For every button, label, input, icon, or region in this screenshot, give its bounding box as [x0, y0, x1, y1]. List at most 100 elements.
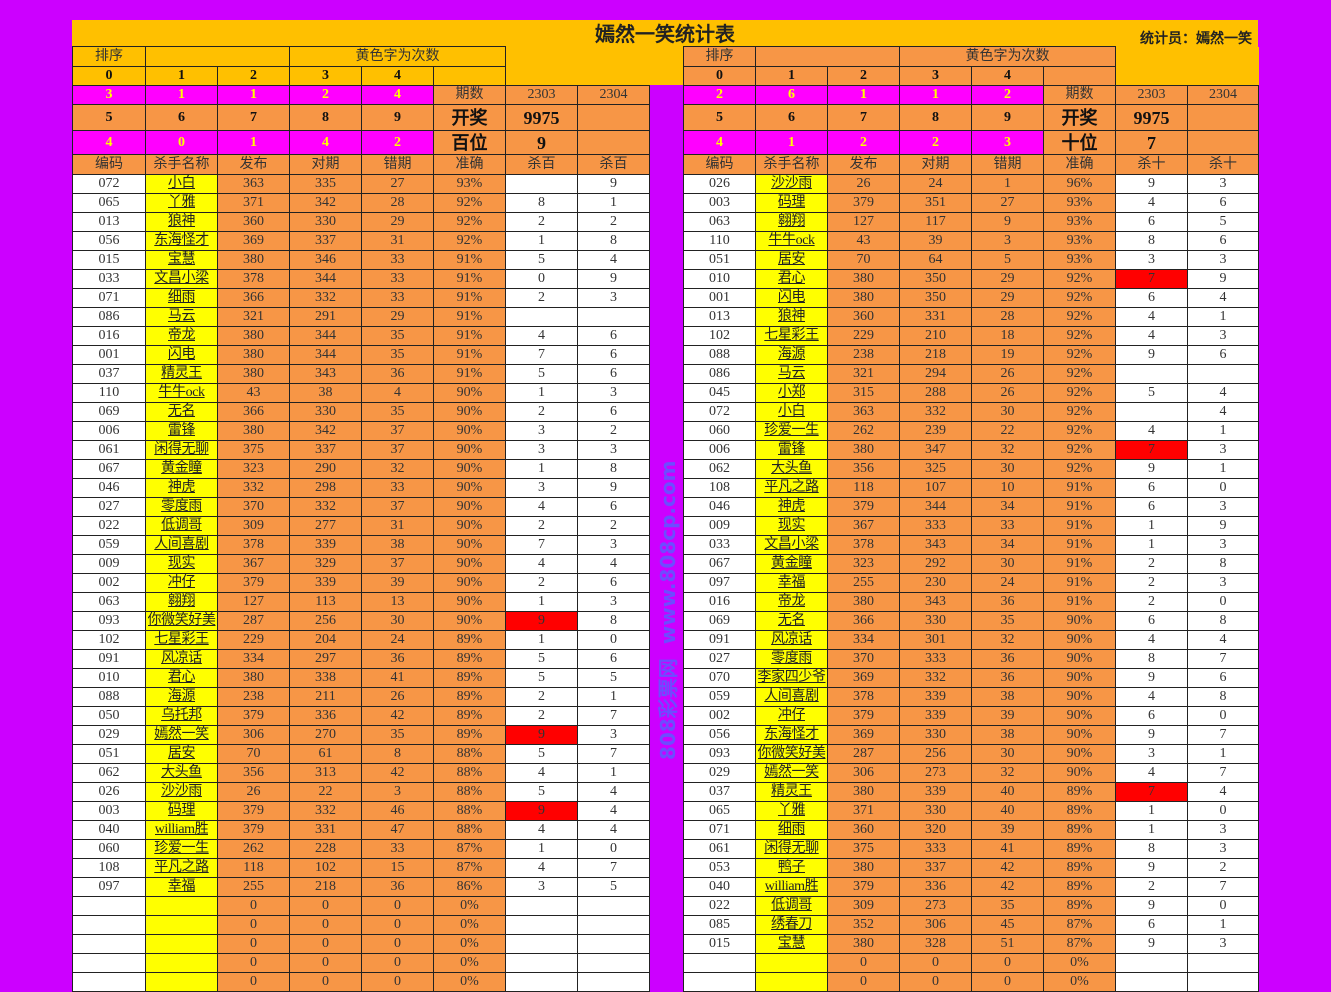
- killer-name-link[interactable]: 黄金瞳: [161, 461, 202, 476]
- killer-name[interactable]: 君心: [755, 269, 828, 289]
- killer-name-link[interactable]: 乌托邦: [161, 708, 202, 723]
- killer-name[interactable]: 细雨: [755, 820, 828, 840]
- killer-name[interactable]: 大头鱼: [145, 763, 218, 783]
- killer-name[interactable]: 宝慧: [755, 934, 828, 954]
- killer-name[interactable]: 雷锋: [755, 440, 828, 460]
- killer-name[interactable]: [755, 953, 828, 973]
- killer-name-link[interactable]: 闲得无聊: [154, 442, 209, 457]
- killer-name-link[interactable]: 沙沙雨: [771, 176, 812, 191]
- killer-name-link[interactable]: 风凉话: [161, 651, 202, 666]
- killer-name-link[interactable]: 风凉话: [771, 632, 812, 647]
- killer-name-link[interactable]: 大头鱼: [771, 461, 812, 476]
- killer-name-link[interactable]: 李家四少爷: [757, 670, 826, 685]
- killer-name-link[interactable]: 你微笑好美: [757, 746, 826, 761]
- killer-name[interactable]: 居安: [755, 250, 828, 270]
- killer-name[interactable]: 神虎: [145, 478, 218, 498]
- killer-name[interactable]: 嫣然一笑: [755, 763, 828, 783]
- killer-name[interactable]: 翱翔: [755, 212, 828, 232]
- killer-name-link[interactable]: 君心: [167, 670, 196, 685]
- killer-name[interactable]: 马云: [145, 307, 218, 327]
- killer-name-link[interactable]: 翱翔: [167, 594, 196, 609]
- killer-name[interactable]: 牛牛ock: [145, 383, 218, 403]
- killer-name[interactable]: 低调哥: [145, 516, 218, 536]
- killer-name-link[interactable]: 绣春刀: [771, 917, 812, 932]
- killer-name-link[interactable]: 沙沙雨: [161, 784, 202, 799]
- killer-name[interactable]: 风凉话: [145, 649, 218, 669]
- killer-name[interactable]: 现实: [145, 554, 218, 574]
- killer-name-link[interactable]: 居安: [777, 252, 806, 267]
- killer-name[interactable]: 小白: [755, 402, 828, 422]
- killer-name-link[interactable]: 精灵王: [161, 366, 202, 381]
- killer-name-link[interactable]: 平凡之路: [154, 860, 209, 875]
- killer-name-link[interactable]: 牛牛ock: [768, 233, 815, 248]
- killer-name-link[interactable]: 居安: [167, 746, 196, 761]
- killer-name-link[interactable]: 零度雨: [161, 499, 202, 514]
- killer-name[interactable]: 沙沙雨: [755, 174, 828, 194]
- killer-name-link[interactable]: 七星彩王: [154, 632, 209, 647]
- killer-name-link[interactable]: 帝龙: [777, 594, 806, 609]
- killer-name-link[interactable]: 平凡之路: [764, 480, 819, 495]
- killer-name[interactable]: 低调哥: [755, 896, 828, 916]
- killer-name-link[interactable]: 现实: [167, 556, 196, 571]
- killer-name[interactable]: 码理: [755, 193, 828, 213]
- killer-name[interactable]: 无名: [145, 402, 218, 422]
- killer-name[interactable]: 海源: [755, 345, 828, 365]
- killer-name[interactable]: 精灵王: [145, 364, 218, 384]
- killer-name-link[interactable]: 大头鱼: [161, 765, 202, 780]
- killer-name[interactable]: 七星彩王: [755, 326, 828, 346]
- killer-name[interactable]: 人间喜剧: [755, 687, 828, 707]
- killer-name[interactable]: 狼神: [755, 307, 828, 327]
- killer-name[interactable]: 宝慧: [145, 250, 218, 270]
- killer-name-link[interactable]: 马云: [167, 309, 196, 324]
- killer-name[interactable]: [755, 972, 828, 992]
- killer-name[interactable]: 绣春刀: [755, 915, 828, 935]
- killer-name[interactable]: 闲得无聊: [755, 839, 828, 859]
- killer-name[interactable]: 七星彩王: [145, 630, 218, 650]
- killer-name-link[interactable]: 东海怪才: [764, 727, 819, 742]
- killer-name-link[interactable]: 无名: [777, 613, 806, 628]
- killer-name[interactable]: 冲仔: [755, 706, 828, 726]
- killer-name-link[interactable]: 码理: [777, 195, 806, 210]
- killer-name[interactable]: 嫣然一笑: [145, 725, 218, 745]
- killer-name-link[interactable]: 你微笑好美: [147, 613, 216, 628]
- killer-name[interactable]: 零度雨: [755, 649, 828, 669]
- killer-name[interactable]: 幸福: [755, 573, 828, 593]
- killer-name-link[interactable]: 细雨: [167, 290, 196, 305]
- killer-name-link[interactable]: 小白: [777, 404, 806, 419]
- killer-name[interactable]: 居安: [145, 744, 218, 764]
- killer-name[interactable]: 黄金瞳: [755, 554, 828, 574]
- killer-name[interactable]: 珍爱一生: [755, 421, 828, 441]
- killer-name[interactable]: william胜: [145, 820, 218, 840]
- killer-name[interactable]: [145, 915, 218, 935]
- killer-name-link[interactable]: 嫣然一笑: [764, 765, 819, 780]
- killer-name-link[interactable]: 无名: [167, 404, 196, 419]
- killer-name[interactable]: 帝龙: [755, 592, 828, 612]
- killer-name-link[interactable]: 海源: [777, 347, 806, 362]
- killer-name-link[interactable]: 翱翔: [777, 214, 806, 229]
- killer-name-link[interactable]: 丫雅: [167, 195, 196, 210]
- killer-name-link[interactable]: 珍爱一生: [154, 841, 209, 856]
- killer-name[interactable]: 文昌小梁: [755, 535, 828, 555]
- killer-name[interactable]: [145, 934, 218, 954]
- killer-name-link[interactable]: 牛牛ock: [158, 385, 205, 400]
- killer-name[interactable]: 精灵王: [755, 782, 828, 802]
- killer-name-link[interactable]: 狼神: [777, 309, 806, 324]
- killer-name[interactable]: 平凡之路: [755, 478, 828, 498]
- killer-name[interactable]: 珍爱一生: [145, 839, 218, 859]
- killer-name-link[interactable]: 帝龙: [167, 328, 196, 343]
- killer-name[interactable]: 闲得无聊: [145, 440, 218, 460]
- killer-name[interactable]: 李家四少爷: [755, 668, 828, 688]
- killer-name-link[interactable]: 珍爱一生: [764, 423, 819, 438]
- killer-name-link[interactable]: 雷锋: [167, 423, 196, 438]
- killer-name[interactable]: 闪电: [145, 345, 218, 365]
- killer-name-link[interactable]: 嫣然一笑: [154, 727, 209, 742]
- killer-name-link[interactable]: 丫雅: [777, 803, 806, 818]
- killer-name-link[interactable]: 黄金瞳: [771, 556, 812, 571]
- killer-name[interactable]: 小郑: [755, 383, 828, 403]
- killer-name[interactable]: 马云: [755, 364, 828, 384]
- killer-name[interactable]: 东海怪才: [145, 231, 218, 251]
- killer-name[interactable]: william胜: [755, 877, 828, 897]
- killer-name-link[interactable]: 鸭子: [777, 860, 806, 875]
- killer-name-link[interactable]: 细雨: [777, 822, 806, 837]
- killer-name-link[interactable]: 狼神: [167, 214, 196, 229]
